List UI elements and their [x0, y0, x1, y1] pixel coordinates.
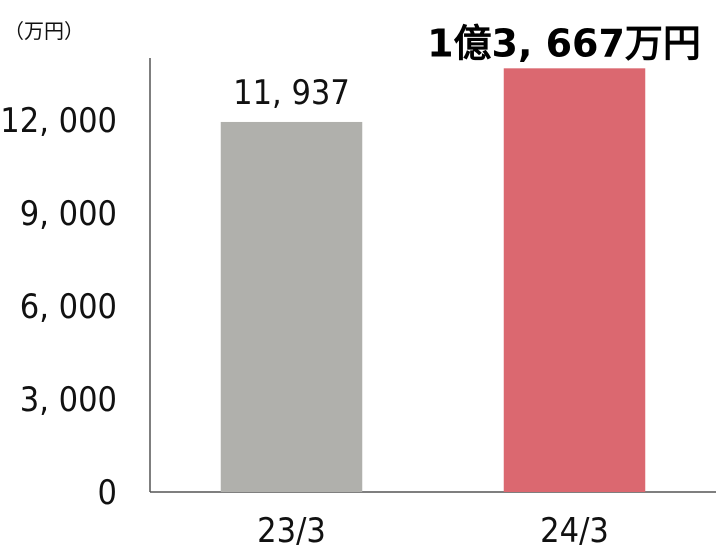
bar-24-3 [503, 68, 646, 492]
x-tick-label: 24/3 [540, 511, 609, 550]
y-tick-label: 0 [98, 473, 117, 513]
value-label: 11, 937 [233, 73, 350, 113]
x-tick-label: 23/3 [257, 511, 326, 550]
y-tick-labels: 0 3, 000 6, 000 9, 000 12, 000 [0, 101, 117, 513]
bars [220, 68, 646, 492]
y-tick-label: 12, 000 [0, 101, 117, 141]
y-tick-label: 9, 000 [20, 194, 117, 234]
y-unit-label: （万円） [4, 19, 84, 43]
y-tick-label: 6, 000 [20, 287, 117, 327]
value-labels: 11, 937 1億3, 667万円 [233, 21, 701, 113]
bar-23-3 [220, 121, 363, 492]
highlight-value-label: 1億3, 667万円 [427, 21, 701, 65]
y-tick-label: 3, 000 [20, 380, 117, 420]
x-tick-labels: 23/3 24/3 [257, 511, 609, 550]
